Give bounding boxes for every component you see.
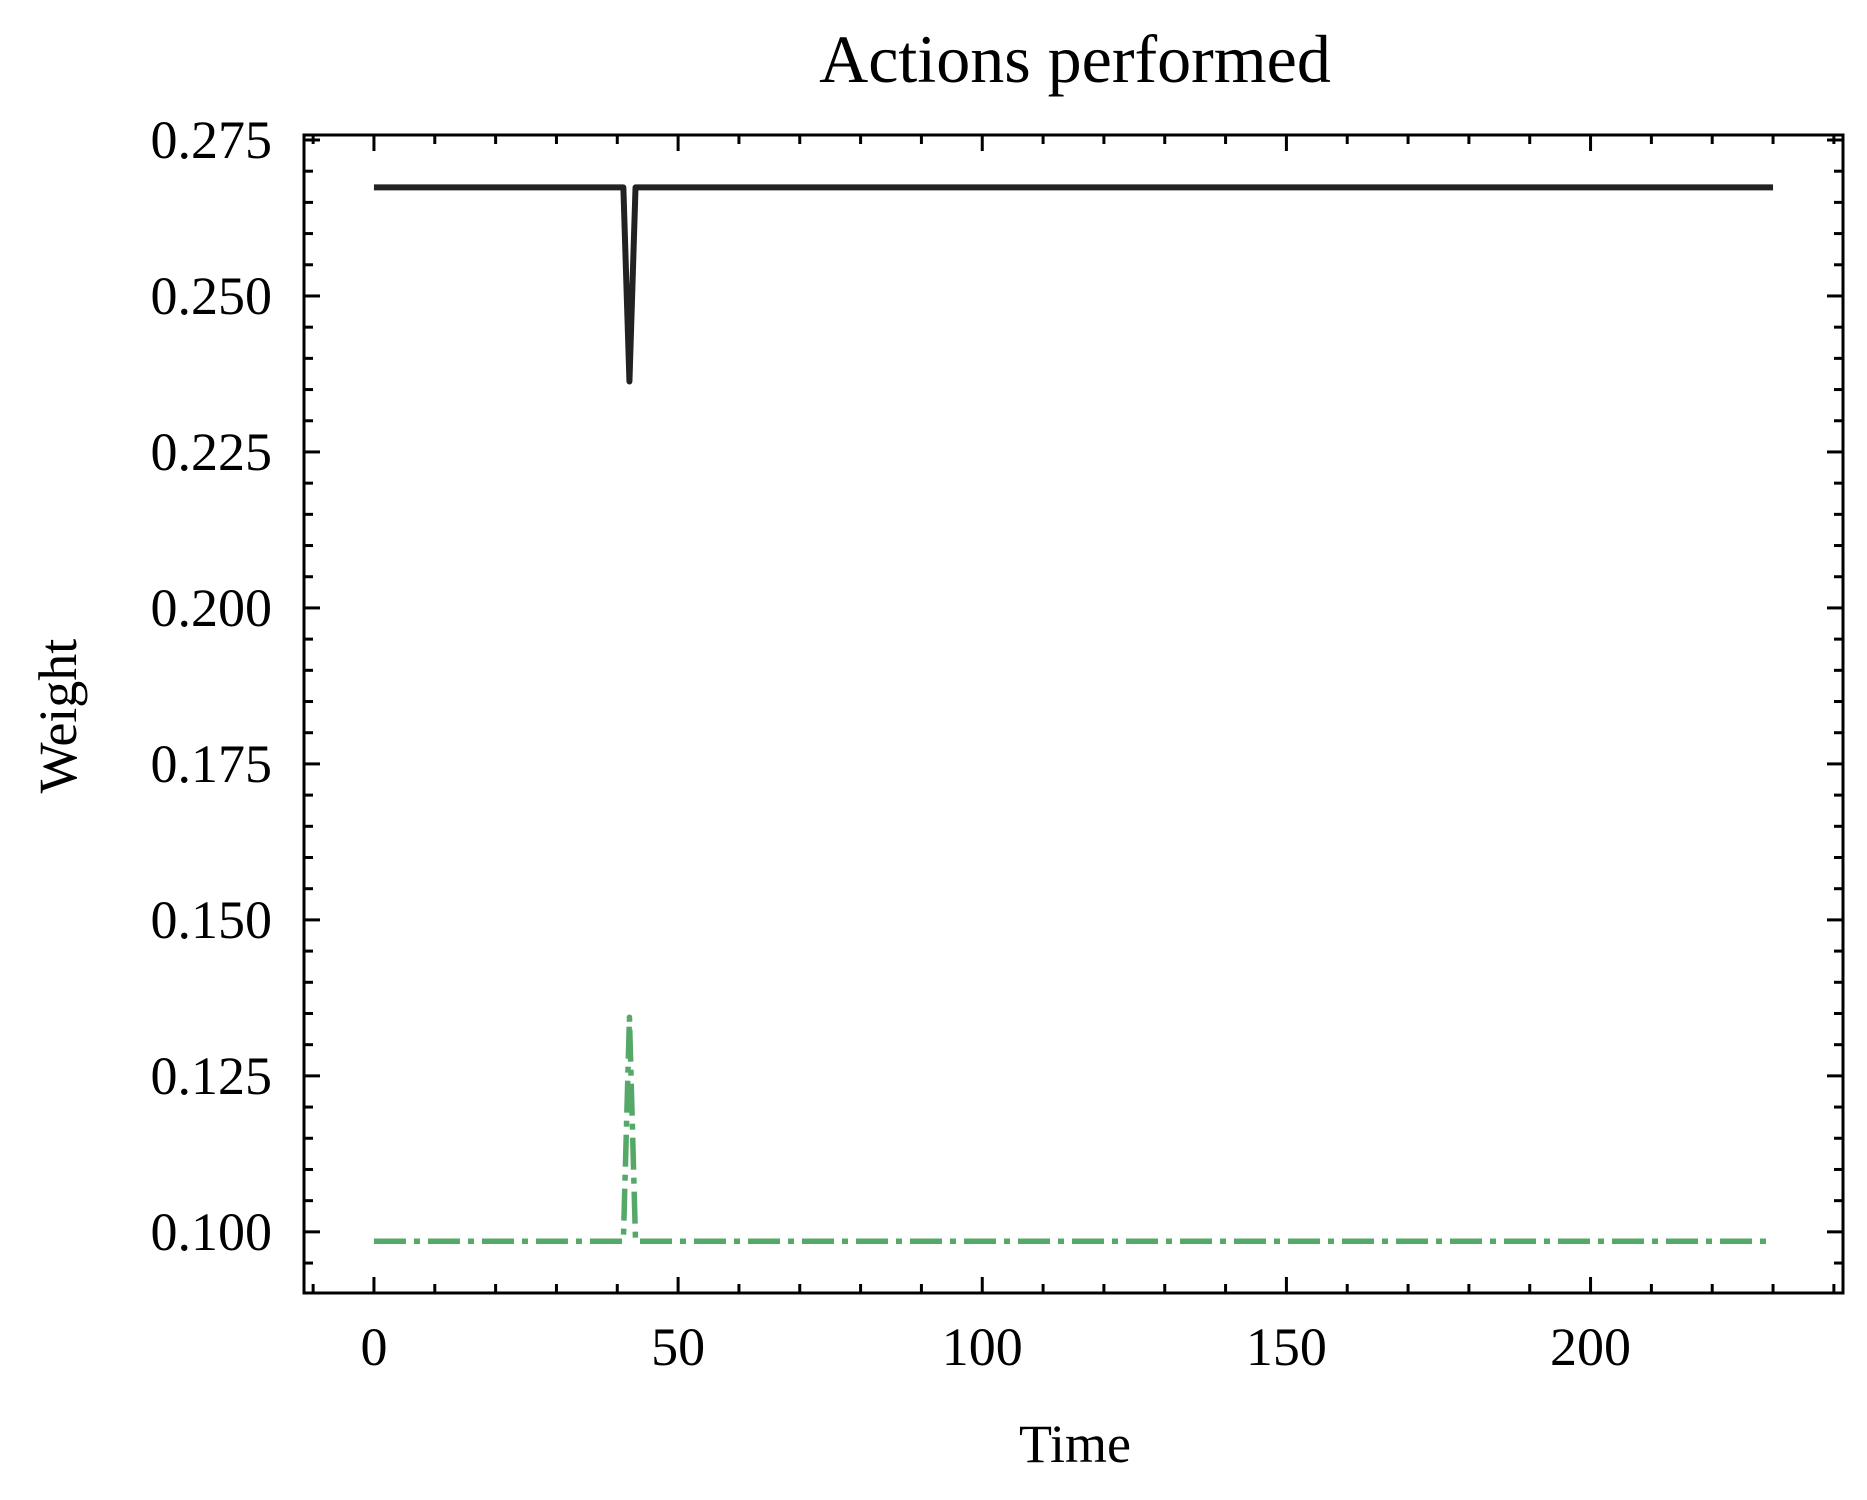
y-tick-label: 0.200 xyxy=(151,578,273,638)
y-tick-label: 0.225 xyxy=(151,422,273,482)
x-tick-label: 0 xyxy=(360,1317,387,1377)
x-axis-label: Time xyxy=(1019,1414,1131,1474)
series-line-2 xyxy=(373,1014,1774,1244)
y-tick-label: 0.250 xyxy=(151,266,273,326)
plot-frame xyxy=(302,133,1845,1295)
x-tick-label: 100 xyxy=(942,1317,1023,1377)
series-line-1 xyxy=(373,184,1774,385)
x-tick-label: 200 xyxy=(1550,1317,1631,1377)
chart-title: Actions performed xyxy=(819,21,1331,97)
y-tick-label: 0.125 xyxy=(151,1046,273,1106)
y-tick-label: 0.100 xyxy=(151,1202,273,1262)
series-layer xyxy=(373,184,1774,1244)
x-tick-label: 150 xyxy=(1246,1317,1327,1377)
y-tick-label: 0.175 xyxy=(151,734,273,794)
y-tick-label: 0.150 xyxy=(151,890,273,950)
ticks-layer: 0 50 100 150 200 0.100 0.125 0.150 0.175 0.200 0.2… xyxy=(151,110,1843,1377)
y-axis-label: Weight xyxy=(28,639,88,794)
x-tick-label: 50 xyxy=(651,1317,705,1377)
y-tick-label: 0.275 xyxy=(151,110,273,170)
